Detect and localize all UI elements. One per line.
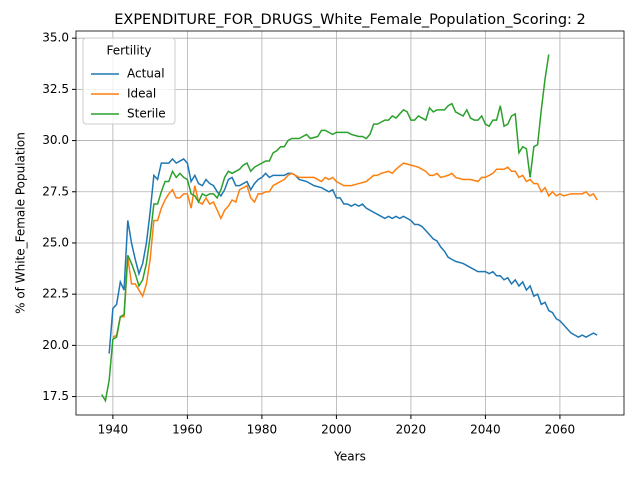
y-tick-label: 35.0 <box>42 31 69 45</box>
y-tick-label: 22.5 <box>42 287 69 301</box>
y-tick-label: 25.0 <box>42 235 69 249</box>
y-tick-label: 20.0 <box>42 338 69 352</box>
y-tick-label: 32.5 <box>42 82 69 96</box>
y-tick-label: 17.5 <box>42 389 69 403</box>
x-tick-label: 2060 <box>545 423 576 437</box>
y-axis-label: % of White_Female Population <box>14 132 28 314</box>
plot-frame <box>75 30 625 416</box>
legend-title: Fertility <box>106 44 151 58</box>
chart-title: EXPENDITURE_FOR_DRUGS_White_Female_Popul… <box>114 12 586 28</box>
x-tick-label: 1940 <box>98 423 129 437</box>
x-tick-label: 2040 <box>470 423 501 437</box>
x-tick-label: 1960 <box>172 423 203 437</box>
x-axis-label: Years <box>333 450 366 464</box>
y-tick-label: 27.5 <box>42 184 69 198</box>
legend-label: Actual <box>127 67 165 81</box>
series-line <box>108 157 598 354</box>
series-line <box>101 54 550 403</box>
series-line <box>112 162 598 338</box>
x-tick-label: 1980 <box>247 423 278 437</box>
x-tick-label: 2020 <box>396 423 427 437</box>
legend-label: Sterile <box>127 107 166 121</box>
x-tick-label: 2000 <box>321 423 352 437</box>
y-tick-label: 30.0 <box>42 133 69 147</box>
legend-label: Ideal <box>127 87 156 101</box>
legend-box <box>82 37 176 125</box>
